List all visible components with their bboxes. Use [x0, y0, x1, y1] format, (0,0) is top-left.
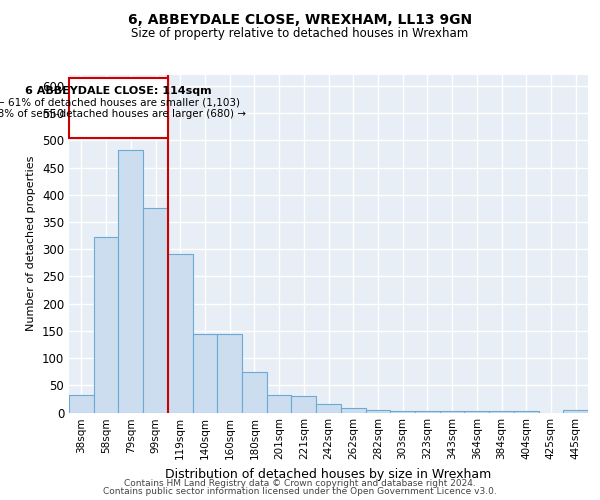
Text: Contains public sector information licensed under the Open Government Licence v3: Contains public sector information licen… [103, 487, 497, 496]
Bar [118, 150, 143, 412]
Bar [143, 208, 168, 412]
Bar [69, 78, 168, 138]
Bar [464, 411, 489, 412]
Bar [193, 334, 217, 412]
Bar [242, 372, 267, 412]
Bar [94, 237, 118, 412]
Bar [514, 411, 539, 412]
Bar [390, 411, 415, 412]
Bar [489, 411, 514, 412]
Text: 6, ABBEYDALE CLOSE, WREXHAM, LL13 9GN: 6, ABBEYDALE CLOSE, WREXHAM, LL13 9GN [128, 12, 472, 26]
Bar [168, 254, 193, 412]
Bar [341, 408, 365, 412]
Bar [365, 410, 390, 412]
Y-axis label: Number of detached properties: Number of detached properties [26, 156, 37, 332]
Bar [217, 334, 242, 412]
Bar [267, 395, 292, 412]
X-axis label: Distribution of detached houses by size in Wrexham: Distribution of detached houses by size … [166, 468, 491, 481]
Text: 38% of semi-detached houses are larger (680) →: 38% of semi-detached houses are larger (… [0, 108, 246, 118]
Text: Size of property relative to detached houses in Wrexham: Size of property relative to detached ho… [131, 28, 469, 40]
Bar [292, 396, 316, 412]
Text: Contains HM Land Registry data © Crown copyright and database right 2024.: Contains HM Land Registry data © Crown c… [124, 478, 476, 488]
Text: ← 61% of detached houses are smaller (1,103): ← 61% of detached houses are smaller (1,… [0, 98, 241, 108]
Bar [69, 395, 94, 412]
Bar [415, 411, 440, 412]
Bar [316, 404, 341, 412]
Bar [563, 410, 588, 412]
Text: 6 ABBEYDALE CLOSE: 114sqm: 6 ABBEYDALE CLOSE: 114sqm [25, 86, 212, 96]
Bar [440, 411, 464, 412]
